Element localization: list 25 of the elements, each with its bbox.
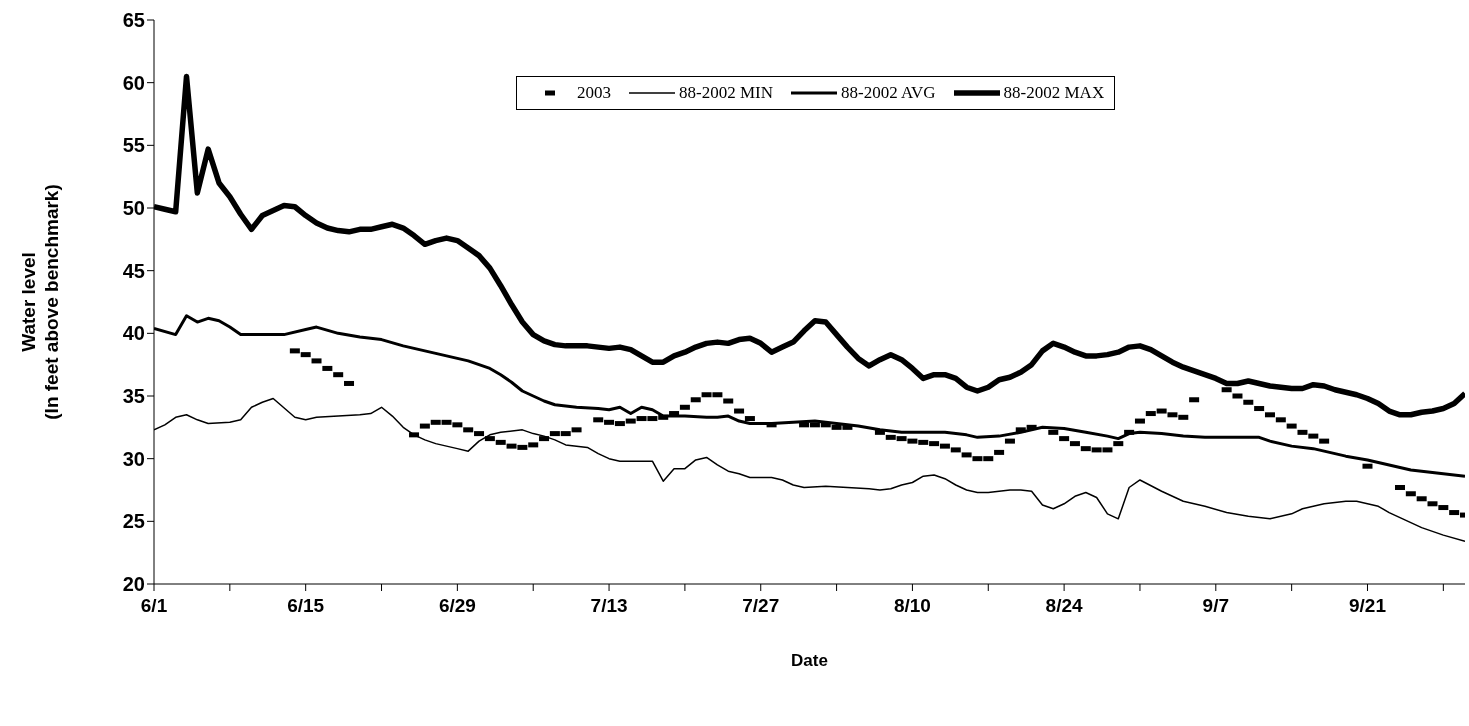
x-tick-label: 9/21 xyxy=(1349,595,1387,617)
legend-label: 88-2002 MAX xyxy=(1003,83,1105,103)
y-tick-label: 25 xyxy=(122,510,145,533)
y-tick-label: 40 xyxy=(122,322,145,345)
x-tick-label: 8/24 xyxy=(1045,595,1084,617)
x-tick-label: 8/10 xyxy=(893,595,931,617)
legend-label: 88-2002 MIN xyxy=(679,83,773,103)
x-tick-label: 7/27 xyxy=(742,595,780,617)
y-tick-label: 35 xyxy=(122,385,145,408)
x-tick-label: 6/1 xyxy=(140,595,168,617)
y-tick-label: 20 xyxy=(122,573,145,596)
x-axis-title: Date xyxy=(791,651,828,671)
x-tick-label: 6/29 xyxy=(438,595,476,617)
y-tick-label: 45 xyxy=(122,259,145,282)
y-tick-label: 30 xyxy=(122,447,145,470)
y-tick-label: 50 xyxy=(122,197,145,220)
x-tick-label: 6/15 xyxy=(287,595,325,617)
y-tick-label: 65 xyxy=(122,9,145,32)
y-tick-label: 55 xyxy=(122,134,145,157)
legend-label: 88-2002 AVG xyxy=(840,83,936,103)
x-tick-label: 7/13 xyxy=(590,595,628,617)
x-tick-label: 9/7 xyxy=(1202,595,1230,617)
y-axis-title: Water level (In feet above benchmark) xyxy=(18,184,62,420)
legend-label: 2003 xyxy=(577,83,611,103)
y-tick-label: 60 xyxy=(122,71,145,94)
